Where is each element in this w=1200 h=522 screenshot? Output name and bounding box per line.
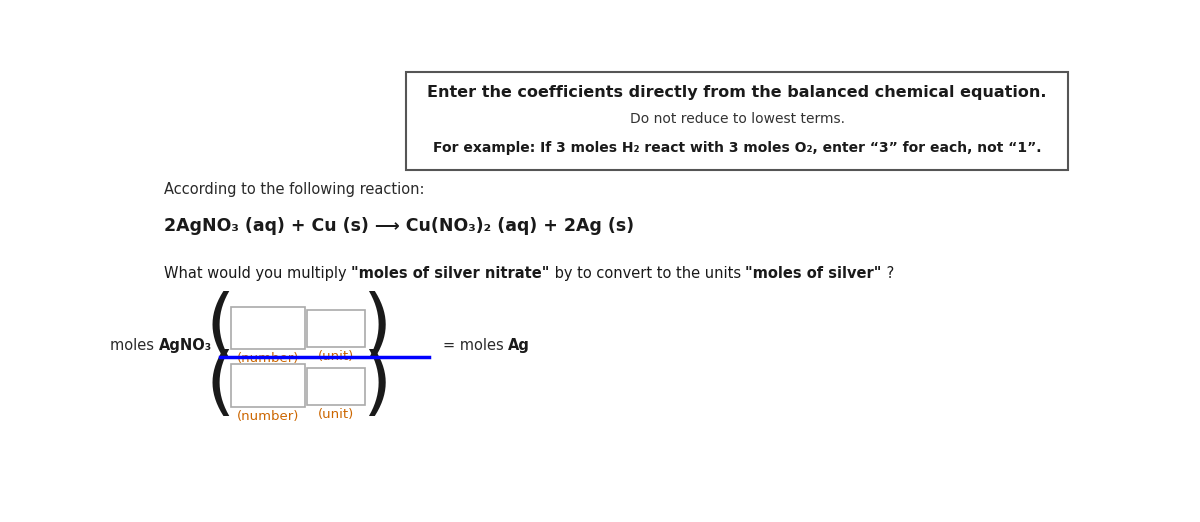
FancyBboxPatch shape bbox=[232, 307, 305, 349]
Text: by to convert to the units: by to convert to the units bbox=[550, 266, 745, 281]
Text: "moles of silver": "moles of silver" bbox=[745, 266, 882, 281]
FancyBboxPatch shape bbox=[232, 364, 305, 407]
Text: ): ) bbox=[361, 291, 391, 364]
FancyBboxPatch shape bbox=[406, 72, 1068, 171]
Text: "moles of silver nitrate": "moles of silver nitrate" bbox=[352, 266, 550, 281]
Text: According to the following reaction:: According to the following reaction: bbox=[164, 182, 425, 197]
Text: 2AgNO₃ (aq) + Cu (s) ⟶ Cu(NO₃)₂ (aq) + 2Ag (s): 2AgNO₃ (aq) + Cu (s) ⟶ Cu(NO₃)₂ (aq) + 2… bbox=[164, 217, 634, 235]
Text: (: ( bbox=[206, 291, 235, 364]
Text: (unit): (unit) bbox=[318, 408, 354, 421]
Text: (number): (number) bbox=[238, 410, 299, 423]
Text: ): ) bbox=[361, 349, 391, 422]
FancyBboxPatch shape bbox=[307, 310, 366, 347]
Text: What would you multiply: What would you multiply bbox=[164, 266, 352, 281]
Text: AgNO₃: AgNO₃ bbox=[158, 338, 212, 353]
Text: moles: moles bbox=[110, 338, 158, 353]
Text: Do not reduce to lowest terms.: Do not reduce to lowest terms. bbox=[630, 112, 845, 126]
Text: (number): (number) bbox=[238, 352, 299, 365]
Text: (unit): (unit) bbox=[318, 350, 354, 363]
FancyBboxPatch shape bbox=[307, 367, 366, 405]
Text: (: ( bbox=[206, 349, 235, 422]
Text: For example: If 3 moles H₂ react with 3 moles O₂, enter “3” for each, not “1”.: For example: If 3 moles H₂ react with 3 … bbox=[433, 141, 1042, 155]
Text: = moles: = moles bbox=[443, 338, 509, 353]
Text: ?: ? bbox=[882, 266, 894, 281]
Text: Enter the coefficients directly from the balanced chemical equation.: Enter the coefficients directly from the… bbox=[427, 85, 1046, 100]
Text: Ag: Ag bbox=[509, 338, 530, 353]
